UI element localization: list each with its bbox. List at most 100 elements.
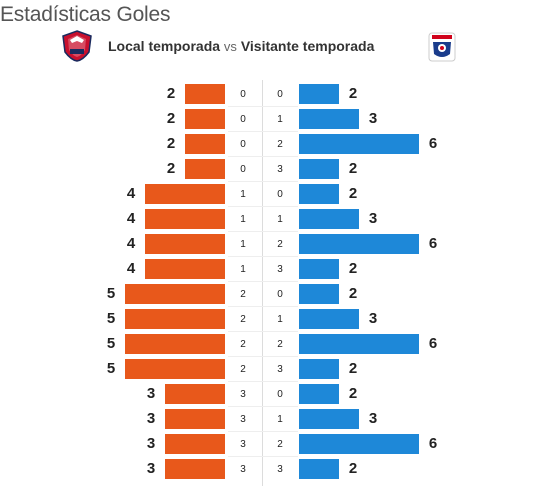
away-bar (299, 434, 419, 454)
home-goals-label: 1 (240, 264, 246, 275)
score-row: 3 3 0 2 (0, 384, 538, 404)
home-bar-label: 3 (146, 435, 156, 452)
away-bar-label: 3 (368, 210, 378, 227)
away-bar (299, 359, 339, 379)
home-goals-label: 2 (240, 289, 246, 300)
home-goals-label: 0 (240, 139, 246, 150)
away-bar (299, 384, 339, 404)
away-bar-label: 6 (428, 335, 438, 352)
away-bar (299, 209, 359, 229)
home-bar (185, 159, 225, 179)
away-goals-label: 0 (277, 289, 283, 300)
home-goals-label: 0 (240, 164, 246, 175)
away-goals-label: 3 (277, 364, 283, 375)
home-bar (165, 459, 225, 479)
away-goals-label: 3 (277, 464, 283, 475)
legend-vs: vs (223, 39, 237, 54)
score-row: 5 2 2 6 (0, 334, 538, 354)
row-separator (228, 181, 298, 182)
away-goals-label: 1 (277, 214, 283, 225)
away-goals-label: 1 (277, 114, 283, 125)
home-bar (185, 84, 225, 104)
away-goals-label: 1 (277, 314, 283, 325)
away-bar (299, 109, 359, 129)
home-goals-label: 2 (240, 364, 246, 375)
page-title: Estadísticas Goles (0, 3, 171, 26)
away-bar (299, 334, 419, 354)
home-bar (125, 309, 225, 329)
row-separator (228, 331, 298, 332)
away-goals-label: 2 (277, 439, 283, 450)
away-bar (299, 184, 339, 204)
home-goals-label: 3 (240, 389, 246, 400)
losc-lille-crest-icon (62, 30, 92, 62)
home-bar-label: 3 (146, 385, 156, 402)
home-goals-label: 3 (240, 414, 246, 425)
away-goals-label: 3 (277, 264, 283, 275)
row-separator (228, 381, 298, 382)
score-row: 3 3 1 3 (0, 409, 538, 429)
away-bar-label: 3 (368, 110, 378, 127)
home-bar-label: 5 (106, 360, 116, 377)
away-bar-label: 3 (368, 410, 378, 427)
legend-label: Local temporada vs Visitante temporada (108, 38, 374, 54)
home-bar-label: 2 (166, 160, 176, 177)
home-goals-label: 3 (240, 439, 246, 450)
row-separator (228, 256, 298, 257)
score-row: 4 1 0 2 (0, 184, 538, 204)
score-row: 4 1 2 6 (0, 234, 538, 254)
home-goals-label: 1 (240, 214, 246, 225)
home-bar (145, 209, 225, 229)
away-bar-label: 2 (348, 385, 358, 402)
home-goals-label: 2 (240, 314, 246, 325)
away-bar (299, 284, 339, 304)
away-bar (299, 159, 339, 179)
home-bar (125, 359, 225, 379)
home-bar (165, 409, 225, 429)
away-bar (299, 409, 359, 429)
score-row: 3 3 2 6 (0, 434, 538, 454)
home-bar (145, 184, 225, 204)
score-row: 3 3 3 2 (0, 459, 538, 479)
home-bar-label: 3 (146, 410, 156, 427)
row-separator (228, 156, 298, 157)
score-row: 4 1 1 3 (0, 209, 538, 229)
away-bar-label: 2 (348, 85, 358, 102)
home-bar (125, 284, 225, 304)
away-bar (299, 459, 339, 479)
home-bar-label: 4 (126, 235, 136, 252)
row-separator (228, 306, 298, 307)
away-goals-label: 3 (277, 164, 283, 175)
away-bar (299, 309, 359, 329)
away-bar-label: 2 (348, 460, 358, 477)
legend-away: Visitante temporada (240, 38, 375, 54)
home-bar-label: 2 (166, 110, 176, 127)
row-separator (228, 106, 298, 107)
row-separator (228, 431, 298, 432)
away-goals-label: 2 (277, 239, 283, 250)
score-row: 4 1 3 2 (0, 259, 538, 279)
row-separator (228, 231, 298, 232)
home-goals-label: 1 (240, 239, 246, 250)
home-goals-label: 2 (240, 339, 246, 350)
center-divider (262, 80, 263, 486)
legend: Local temporada vs Visitante temporada (61, 30, 461, 64)
row-separator (228, 131, 298, 132)
home-bar (185, 109, 225, 129)
away-bar (299, 84, 339, 104)
home-bar-label: 4 (126, 185, 136, 202)
row-separator (228, 281, 298, 282)
away-bar-label: 2 (348, 160, 358, 177)
home-bar-label: 2 (166, 85, 176, 102)
away-goals-label: 0 (277, 389, 283, 400)
home-goals-label: 1 (240, 189, 246, 200)
home-bar (145, 234, 225, 254)
home-bar-label: 2 (166, 135, 176, 152)
legend-home: Local temporada (108, 38, 221, 54)
row-separator (228, 456, 298, 457)
home-bar (145, 259, 225, 279)
home-bar-label: 4 (126, 260, 136, 277)
